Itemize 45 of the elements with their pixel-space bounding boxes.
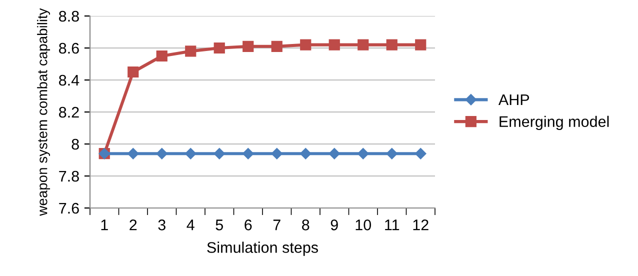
point: [271, 40, 282, 52]
x-tick-label: 1: [101, 220, 108, 230]
point: [242, 40, 254, 52]
point: [156, 148, 168, 160]
x-tick-label: 3: [158, 220, 166, 230]
legend-label: Emerging model: [500, 116, 609, 130]
point: [415, 148, 426, 160]
x-tick-label: 4: [186, 220, 194, 230]
y-tick-label: 7.8: [59, 170, 79, 182]
point: [214, 42, 225, 54]
x-tick-label: 6: [244, 220, 252, 230]
x-tick-label: 2: [130, 220, 137, 230]
x-axis-title: Simulation steps: [207, 242, 318, 256]
y-tick-label: 8.2: [59, 106, 79, 118]
point: [328, 39, 340, 50]
y-tick-label: 8: [72, 138, 79, 150]
point: [185, 46, 196, 57]
legend-label: AHP: [498, 94, 530, 106]
point: [271, 148, 282, 160]
x-tick-label: 10: [356, 220, 372, 230]
point: [300, 148, 312, 160]
y-tick-label: 7.6: [59, 202, 79, 214]
point: [242, 148, 254, 160]
point: [358, 148, 369, 160]
x-tick-label: 5: [216, 220, 223, 230]
point: [185, 148, 196, 160]
point: [386, 39, 398, 50]
point: [358, 39, 369, 50]
point: [300, 39, 312, 50]
y-tick-label: 8.6: [59, 42, 79, 54]
y-axis-title: weapon system combat capability: [37, 8, 50, 216]
x-tick-label: 8: [302, 220, 310, 230]
point: [156, 50, 168, 62]
point: [386, 148, 398, 160]
point: [128, 66, 139, 78]
x-tick-label: 12: [413, 220, 428, 230]
point: [128, 148, 139, 160]
x-tick-label: 7: [273, 220, 280, 230]
y-tick-label: 8.8: [59, 10, 79, 22]
point: [415, 39, 426, 50]
x-tick-label: 9: [330, 220, 338, 230]
y-tick-label: 8.4: [59, 74, 80, 86]
point: [328, 148, 340, 160]
point: [214, 148, 225, 160]
x-tick-label: 11: [385, 220, 400, 230]
